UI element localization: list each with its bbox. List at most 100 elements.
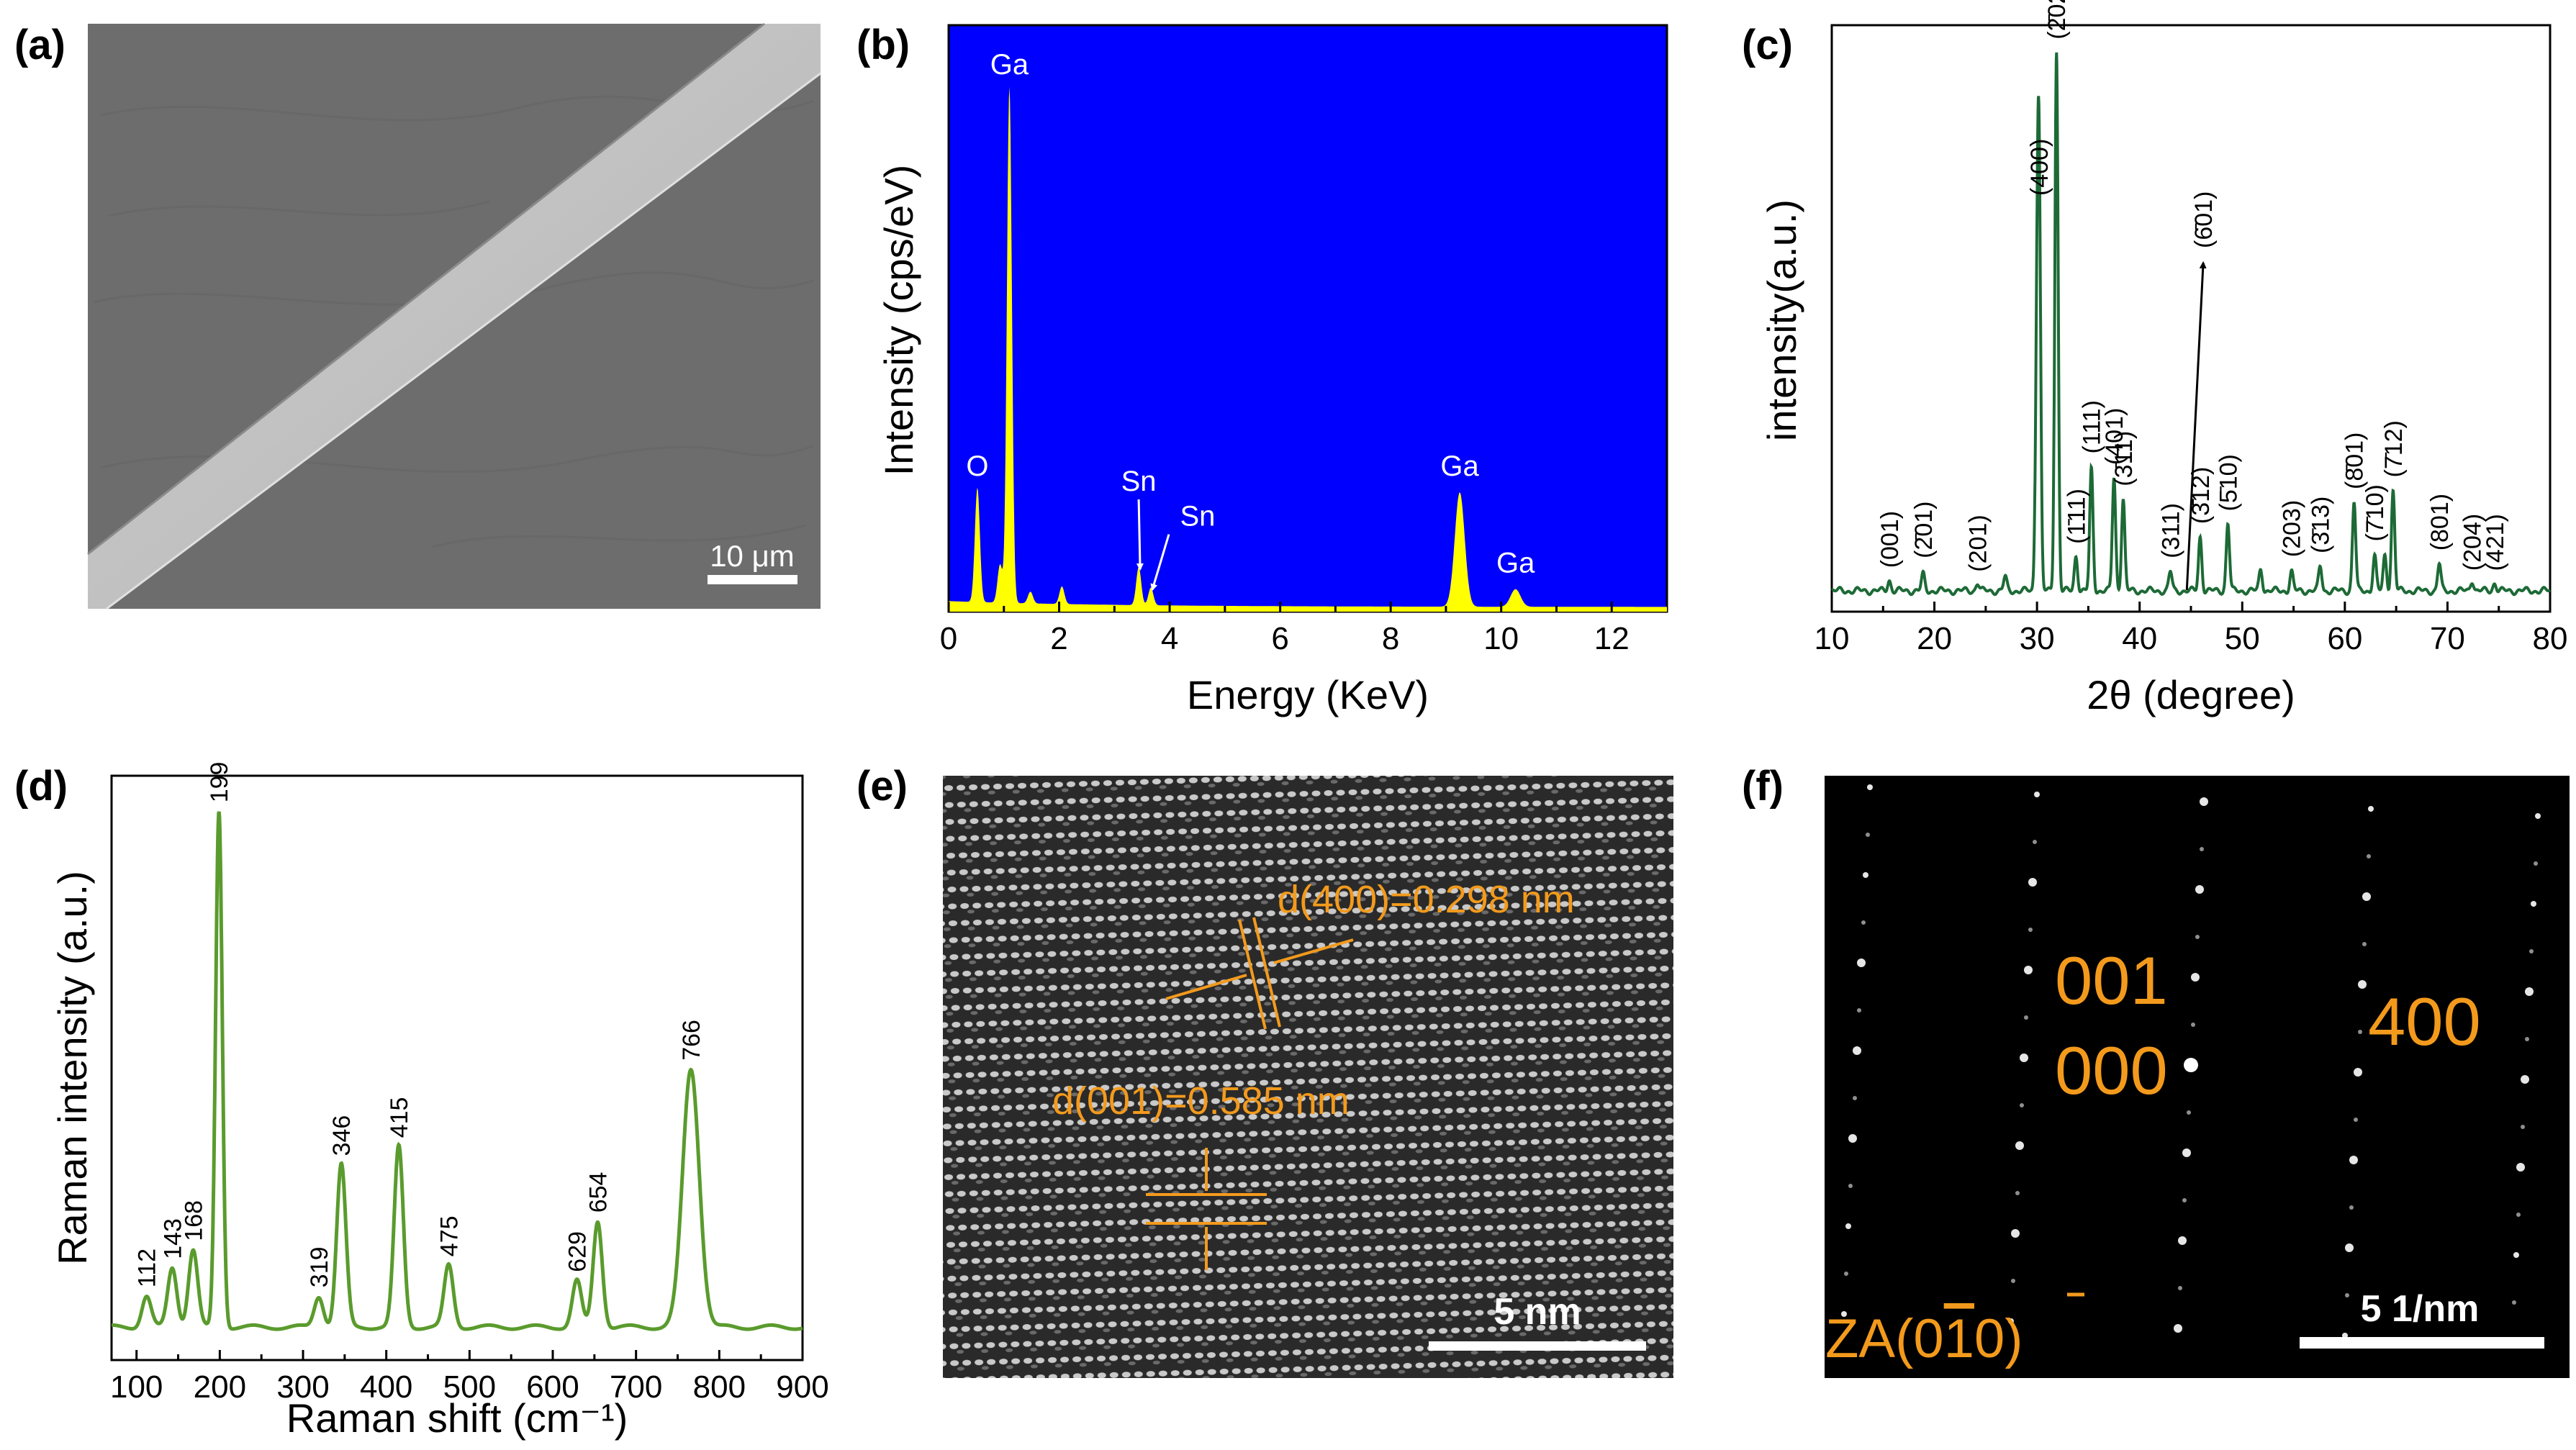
diffraction-spot	[2529, 949, 2534, 953]
raman-peak-label: 629	[564, 1231, 592, 1272]
edx-peak-label: Ga	[1496, 548, 1535, 579]
edx-peak-label: Ga	[1440, 450, 1479, 482]
diffraction-spot	[2187, 1110, 2191, 1115]
raman-tick-label: 900	[776, 1369, 828, 1405]
edx-peak-label: Ga	[990, 49, 1029, 81]
diffraction-spot	[2195, 935, 2200, 939]
diffraction-spot	[1861, 920, 1866, 925]
panel-letter-a: (a)	[14, 22, 65, 68]
diffraction-spot	[2033, 840, 2037, 844]
diffraction-spot	[1853, 1046, 1861, 1055]
xrd-peak-label: (5̄10)	[2215, 454, 2242, 511]
hrtem-scale-bar	[1429, 1341, 1646, 1351]
diffraction-spot	[1841, 1311, 1847, 1317]
xrd-tick-label: 70	[2430, 621, 2465, 656]
diffraction-spot	[2200, 797, 2208, 806]
nanowire	[88, 24, 821, 609]
saed-scale-bar	[2300, 1337, 2544, 1349]
d001-marker	[1146, 1148, 1267, 1270]
xrd-tick-label: 10	[1815, 621, 1850, 656]
zone-axis-digit: 1	[1944, 1308, 1974, 1369]
xrd-peak-label: (8̄01)	[2341, 432, 2369, 489]
edx-peak-arrow	[1136, 499, 1144, 571]
edx-plot-area	[947, 24, 1668, 613]
diffraction-spot	[1863, 872, 1868, 878]
panel-letter-b: (b)	[857, 22, 910, 68]
diffraction-spot	[2362, 892, 2371, 901]
diffraction-spot	[2024, 1015, 2028, 1020]
zone-axis-suffix: 0)	[1974, 1308, 2023, 1369]
panel-e: (e) d(400)=0.298 nm d(001)=0.585 nm 5 nm	[857, 763, 1673, 1378]
xrd-peak-label: (001)	[1876, 511, 1904, 568]
edx-peak-label: O	[966, 450, 988, 482]
diffraction-spot	[2362, 942, 2367, 946]
nanowire-edge-bottom	[106, 72, 821, 610]
diffraction-spot	[2191, 973, 2200, 982]
raman-y-axis-title: Raman intensity (a.u.)	[50, 871, 95, 1265]
diffraction-spot	[2516, 1213, 2521, 1217]
raman-tick-label: 700	[610, 1369, 662, 1405]
xrd-x-axis-title: 2θ (degree)	[2087, 672, 2295, 717]
diffraction-spot	[2182, 1148, 2191, 1157]
xrd-tick-label: 20	[1917, 621, 1952, 656]
raman-tick-label: 800	[693, 1369, 746, 1405]
panel-b: (b) O Ga Sn Sn Ga Ga 0 2 4 6 8 10 12 Energy (KeV) I…	[857, 22, 1668, 717]
xrd-annotation-label: (6̄01)	[2190, 191, 2218, 248]
d400-label: d(400)=0.298 nm	[1278, 878, 1575, 921]
diffraction-spot	[2534, 861, 2538, 866]
xrd-peak-label: (7̄12)	[2380, 420, 2408, 477]
diffraction-spot	[2521, 1075, 2529, 1084]
panel-a: (a) 10 μm	[14, 22, 821, 610]
spot-label-400: 400	[2368, 984, 2481, 1059]
xrd-tick-label: 80	[2533, 621, 2568, 656]
edx-tick-label: 0	[940, 621, 957, 656]
diffraction-spot	[2011, 1229, 2020, 1238]
hrtem-image	[943, 776, 1673, 1378]
diffraction-spot	[2024, 966, 2033, 974]
diffraction-spot	[2349, 1156, 2358, 1164]
diffraction-spot	[2182, 1198, 2187, 1202]
diffraction-spot	[2368, 806, 2374, 812]
xrd-tick-label: 30	[2020, 621, 2055, 656]
diffraction-spot	[2521, 1125, 2525, 1129]
diffraction-spot	[2513, 1252, 2519, 1258]
diffraction-spot	[2011, 1279, 2015, 1283]
raman-peak-label: 319	[306, 1246, 333, 1287]
diffraction-spot	[2354, 1118, 2358, 1122]
panel-f: (f) 001 000 400 ZA(010) 5 1/nm	[1742, 763, 2570, 1378]
xrd-peak-label: (2̄02)	[2043, 0, 2071, 40]
diffraction-spot	[2512, 1300, 2516, 1305]
xrd-peak-label: (400)	[2026, 139, 2053, 196]
xrd-y-axis-title: intensity(a.u.)	[1759, 199, 1804, 441]
diffraction-spot	[2015, 1141, 2024, 1150]
diffraction-spot	[2178, 1286, 2182, 1290]
hrtem-scale-label: 5 nm	[1493, 1291, 1581, 1333]
diffraction-spots	[1841, 784, 2541, 1346]
diffraction-spot	[1848, 1184, 1853, 1188]
xrd-tick-label: 60	[2327, 621, 2362, 656]
diffraction-spot	[2354, 1068, 2362, 1077]
sem-scale-label: 10 μm	[710, 539, 795, 573]
raman-peak-label: 654	[585, 1172, 613, 1213]
diffraction-spot	[1845, 1223, 1851, 1229]
edx-x-ticks: 0 2 4 6 8 10 12	[940, 602, 1630, 656]
xrd-peak-label: (801)	[2426, 494, 2454, 550]
xrd-pattern	[1831, 52, 2551, 597]
diffraction-spot	[2178, 1236, 2187, 1245]
diffraction-spot	[1844, 1272, 1848, 1276]
raman-peak-label: 415	[386, 1097, 413, 1138]
diffraction-spot	[2516, 1163, 2525, 1172]
raman-x-axis-title: Raman shift (cm⁻¹)	[286, 1395, 628, 1441]
diffraction-spot	[2028, 928, 2033, 932]
raman-tick-label: 500	[443, 1369, 496, 1405]
diffraction-spot	[2034, 792, 2040, 797]
raman-tick-label: 100	[110, 1369, 163, 1405]
diffraction-spot	[2174, 1324, 2182, 1333]
edx-tick-label: 10	[1483, 621, 1519, 656]
raman-spectrum	[112, 811, 803, 1331]
edx-tick-label: 4	[1161, 621, 1178, 656]
diffraction-spot	[1857, 959, 1866, 967]
diffraction-spot	[1867, 784, 1873, 790]
